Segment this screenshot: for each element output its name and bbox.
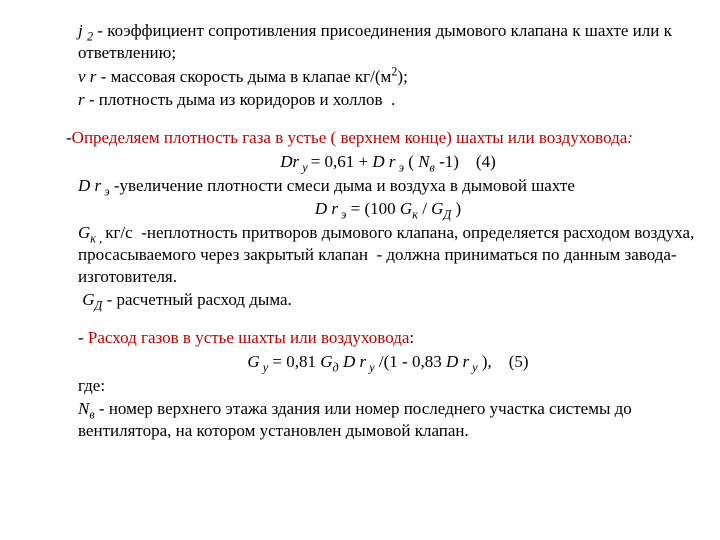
definition-r: r - плотность дыма из коридоров и холлов…	[78, 89, 698, 111]
document-page: { "font": { "family": "Times New Roman",…	[0, 0, 720, 540]
equation-5: G у = 0,81 Gд D r у /(1 - 0,83 D r у ), …	[78, 351, 698, 373]
definition-gk: Gк , кг/с -неплотность притворов дымовог…	[78, 222, 698, 287]
where-label: где:	[78, 375, 698, 397]
equation-dre: D r э = (100 Gк / GД )	[78, 198, 698, 220]
equation-4: Dr у = 0,61 + D r э ( Nв -1) (4)	[78, 151, 698, 173]
definition-j2: j 2 - коэффициент сопротивления присоеди…	[78, 20, 698, 64]
definition-dre: D r э -увеличение плотности смеси дыма и…	[78, 175, 698, 197]
definition-nv: Nв - номер верхнего этажа здания или ном…	[78, 398, 698, 442]
definition-gd: GД - расчетный расход дыма.	[78, 289, 698, 311]
heading-flow: - Расход газов в устье шахты или воздухо…	[78, 313, 698, 349]
definition-vr: v r - массовая скорость дыма в клапае кг…	[78, 66, 698, 88]
heading-density: -Определяем плотность газа в устье ( вер…	[66, 113, 698, 149]
